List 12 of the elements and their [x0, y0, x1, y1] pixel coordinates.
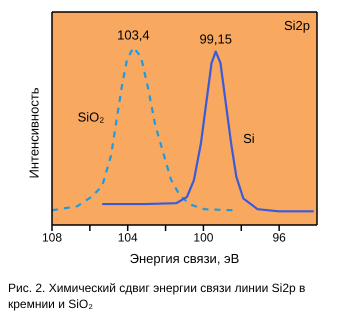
text: Рис. 2. Химический сдвиг энергии связи линии Si2p в кремнии и SiO₂: [8, 280, 306, 312]
x-axis-title: Энергия связи, эВ: [130, 251, 240, 266]
series-label: Si: [243, 130, 255, 146]
x-tick-label: 108: [42, 230, 62, 245]
text: Si2p: [282, 18, 310, 33]
x-tick-label: 104: [118, 230, 138, 245]
y-axis-title: Интенсивность: [26, 87, 42, 178]
annotation: 99,15: [199, 32, 232, 47]
annotation: 103,4: [117, 28, 150, 42]
x-tick-label: 96: [272, 230, 286, 245]
x-tick-label: 100: [193, 230, 214, 245]
series-label: SiO₂: [78, 110, 104, 125]
